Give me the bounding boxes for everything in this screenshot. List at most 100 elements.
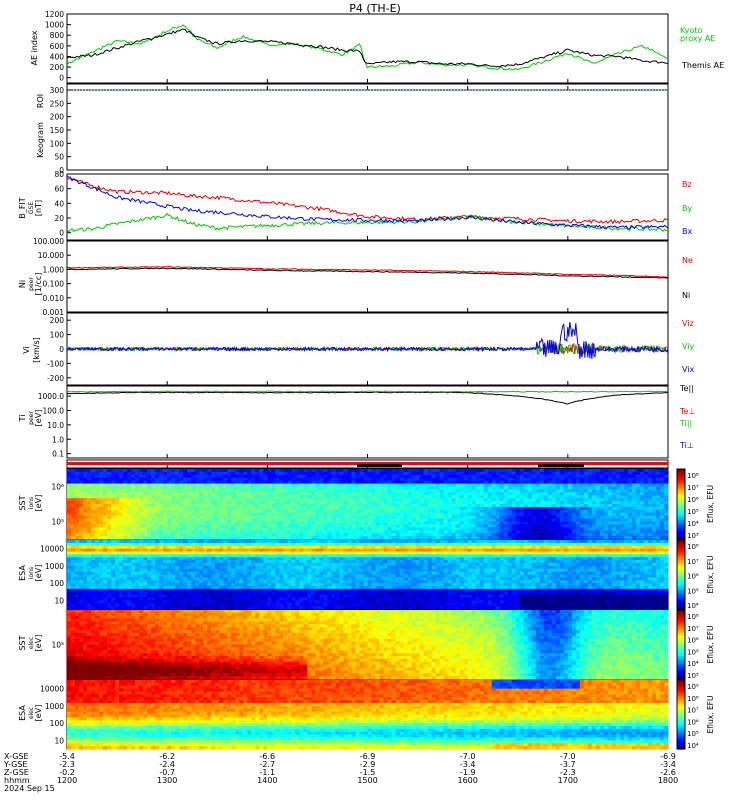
sst-ion-spectrogram-cell bbox=[259, 480, 264, 485]
sst-ion-spectrogram-cell bbox=[555, 483, 561, 488]
sst-ion-spectrogram-cell bbox=[359, 495, 365, 499]
sst-ion-spectrogram-cell bbox=[643, 536, 649, 540]
sst-ion-spectrogram-cell bbox=[571, 486, 577, 491]
sst-ion-spectrogram-cell bbox=[199, 509, 204, 514]
esa-ion-spectrogram-cell bbox=[179, 574, 184, 578]
esa-ion-spectrogram-cell bbox=[67, 548, 72, 553]
sst-ion-spectrogram-cell bbox=[483, 530, 489, 534]
sst-ion-spectrogram-cell bbox=[559, 492, 565, 496]
esa-ion-spectrogram-cell bbox=[91, 606, 96, 610]
sst-ion-spectrogram-cell bbox=[315, 477, 321, 482]
sst-ion-spectrogram-cell bbox=[79, 501, 84, 505]
sst-ion-spectrogram-cell bbox=[603, 480, 609, 485]
sst-ion-spectrogram-cell bbox=[99, 524, 104, 528]
sst-ion-spectrogram-cell bbox=[563, 530, 569, 534]
sst-ion-spectrogram-cell bbox=[303, 521, 308, 526]
esa-ion-spectrogram-cell bbox=[167, 557, 172, 561]
sst-ion-spectrogram-cell bbox=[283, 489, 288, 493]
sst-ion-spectrogram-cell bbox=[447, 509, 453, 514]
esa-ion-spectrogram-cell bbox=[199, 597, 204, 601]
sst-ion-spectrogram-cell bbox=[171, 477, 176, 482]
esa-ion-spectrogram-cell bbox=[131, 542, 136, 547]
sst-ion-spectrogram-cell bbox=[123, 495, 128, 499]
sst-ion-spectrogram-cell bbox=[163, 474, 168, 479]
sst-ion-spectrogram-cell bbox=[395, 495, 401, 499]
sst-ion-spectrogram-cell bbox=[279, 509, 284, 514]
sst-ion-spectrogram-cell bbox=[535, 509, 541, 514]
sst-ion-spectrogram-cell bbox=[91, 512, 96, 517]
sst-ion-spectrogram-cell bbox=[187, 469, 192, 473]
sst-ion-spectrogram-cell bbox=[499, 469, 505, 473]
sst-ion-spectrogram-cell bbox=[459, 530, 465, 534]
sst-ion-spectrogram-cell bbox=[547, 524, 553, 528]
sst-ion-spectrogram-cell bbox=[307, 486, 313, 491]
sst-ion-spectrogram-cell bbox=[559, 483, 565, 488]
sst-ion-spectrogram-cell bbox=[151, 504, 156, 508]
esa-ion-spectrogram-cell bbox=[175, 557, 180, 561]
legend-kyoto-2: proxy AE bbox=[680, 34, 715, 43]
sst-ion-spectrogram-cell bbox=[167, 527, 172, 531]
sst-ion-spectrogram-cell bbox=[147, 474, 152, 479]
esa-ion-spectrogram-cell bbox=[71, 568, 76, 573]
esa-ion-spectrogram-cell bbox=[171, 580, 176, 584]
sst-ion-spectrogram-cell bbox=[255, 504, 260, 508]
sst-ion-spectrogram-cell bbox=[515, 480, 521, 485]
esa-ion-spectrogram-cell bbox=[111, 600, 116, 604]
sst-ion-spectrogram-cell bbox=[291, 489, 296, 493]
sst-ion-spectrogram-cell bbox=[355, 492, 361, 496]
sst-ion-spectrogram-cell bbox=[271, 527, 276, 531]
sst-ion-spectrogram-cell bbox=[619, 509, 625, 514]
esa-ion-spectrogram-cell bbox=[179, 545, 184, 550]
legend-te-par: Te|| bbox=[679, 384, 694, 393]
sst-ion-spectrogram-cell bbox=[619, 527, 625, 531]
sst-ion-spectrogram-cell bbox=[99, 501, 104, 505]
esa-ion-spectrogram-cell bbox=[155, 557, 160, 561]
esa-ion-spectrogram-cell bbox=[71, 577, 76, 581]
esa-ion-spectrogram-cell bbox=[155, 554, 160, 558]
sst-ion-spectrogram-cell bbox=[531, 506, 537, 511]
esa-ion-spectrogram-cell bbox=[215, 554, 220, 558]
sst-ion-spectrogram-cell bbox=[107, 504, 112, 508]
sst-ion-spectrogram-cell bbox=[227, 512, 232, 517]
sst-ion-spectrogram-cell bbox=[275, 477, 280, 482]
sst-ion-spectrogram-cell bbox=[195, 512, 200, 517]
sst-ion-spectrogram-cell bbox=[523, 501, 529, 505]
esa-ion-spectrogram-cell bbox=[67, 565, 72, 570]
esa-ion-spectrogram-cell bbox=[143, 591, 148, 596]
sst-ion-spectrogram-cell bbox=[319, 504, 325, 508]
sst-ion-spectrogram-cell bbox=[299, 486, 304, 491]
ytick-vi: 0 bbox=[59, 345, 64, 354]
sst-ion-spectrogram-cell bbox=[211, 471, 216, 476]
sst-ion-spectrogram-cell bbox=[239, 495, 244, 499]
sst-ion-spectrogram-cell bbox=[483, 509, 489, 514]
esa-ion-spectrogram-cell bbox=[179, 597, 184, 601]
sst-ion-spectrogram-cell bbox=[595, 474, 601, 479]
sst-ion-spectrogram-cell bbox=[183, 492, 188, 496]
ytick-ae: 1200 bbox=[45, 10, 64, 19]
sst-ion-spectrogram-cell bbox=[379, 524, 385, 528]
sst-ion-spectrogram-cell bbox=[179, 504, 184, 508]
ytick-ti: 10.0 bbox=[47, 421, 64, 430]
legend-kyoto-1: Kyoto bbox=[680, 26, 702, 35]
sst-ion-spectrogram-cell bbox=[591, 486, 597, 491]
sst-ion-spectrogram-cell bbox=[459, 509, 465, 514]
sst-ion-spectrogram-cell bbox=[355, 483, 361, 488]
sst-ion-spectrogram-cell bbox=[327, 518, 333, 523]
sst-ion-spectrogram-cell bbox=[531, 512, 537, 517]
sst-ion-spectrogram-cell bbox=[439, 504, 445, 508]
esa-ion-spectrogram-cell bbox=[195, 574, 200, 578]
esa-ion-spectrogram-cell bbox=[155, 586, 160, 590]
esa-ion-spectrogram-cell bbox=[239, 571, 244, 576]
sst-ion-spectrogram-cell bbox=[319, 536, 325, 540]
sst-ion-spectrogram-cell bbox=[615, 521, 621, 526]
sst-ion-spectrogram-cell bbox=[71, 471, 76, 476]
sst-ion-spectrogram-cell bbox=[359, 530, 365, 534]
esa-ion-spectrogram-cell bbox=[235, 545, 240, 550]
sst-ion-spectrogram-cell bbox=[271, 518, 276, 523]
sst-ion-spectrogram-cell bbox=[551, 521, 557, 526]
esa-ion-spectrogram-cell bbox=[211, 548, 216, 553]
sst-ion-spectrogram-cell bbox=[211, 495, 216, 499]
ytick-vi: -200 bbox=[47, 374, 64, 383]
sst-ion-spectrogram-cell bbox=[367, 498, 373, 502]
esa-ion-spectrogram-cell bbox=[131, 560, 136, 564]
